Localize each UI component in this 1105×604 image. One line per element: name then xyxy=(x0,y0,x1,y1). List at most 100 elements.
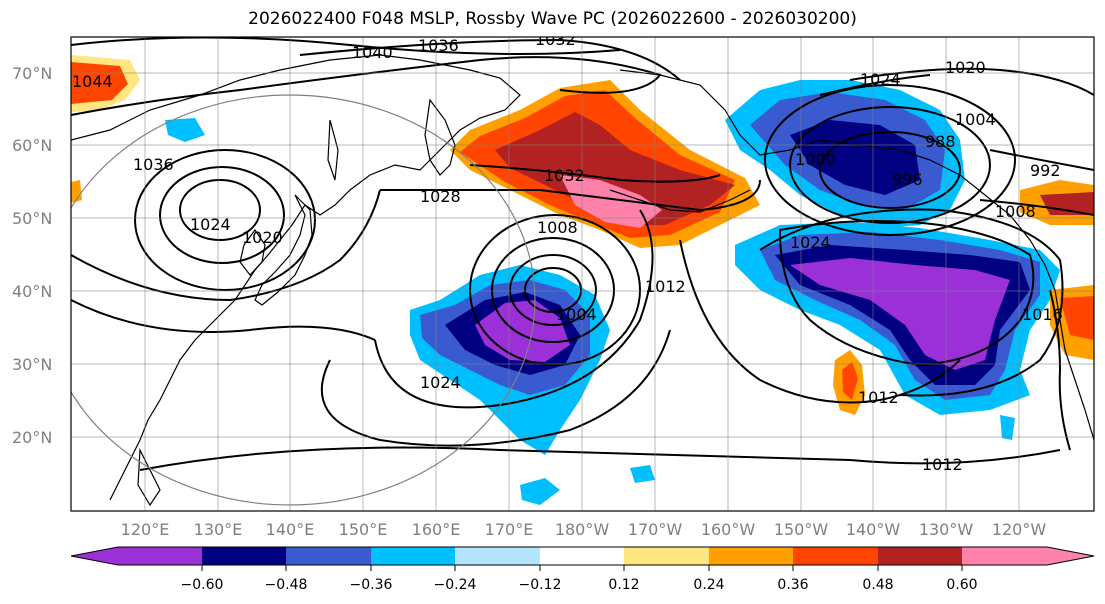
colorbar-outline xyxy=(70,546,1095,566)
lat-label: 70°N xyxy=(12,64,52,83)
contour-label: 1044 xyxy=(72,72,113,91)
isobar-alaska-low-1 xyxy=(818,131,962,209)
lat-label: 20°N xyxy=(12,428,52,447)
lat-label: 30°N xyxy=(12,355,52,374)
lat-label: 60°N xyxy=(12,136,52,155)
isobar-1024-west xyxy=(320,329,671,447)
colorbar-tick-label: −0.48 xyxy=(265,577,308,593)
contour-label: 1036 xyxy=(418,36,459,55)
contour-label: 1000 xyxy=(795,150,836,169)
chart-title: 2026022400 F048 MSLP, Rossby Wave PC (20… xyxy=(248,9,857,29)
colorbar-tick-label: −0.24 xyxy=(434,577,477,593)
contour-label: 1028 xyxy=(420,187,461,206)
anomaly-fill-layer xyxy=(71,55,1094,505)
isobar-1012-west xyxy=(374,209,654,409)
lon-label: 140°E xyxy=(266,520,315,539)
contour-label: 1024 xyxy=(790,233,831,252)
anomaly-region-bering-core xyxy=(560,175,662,228)
contour-label-layer: 1044 1040 1036 1032 1020 1024 1004 988 1… xyxy=(72,30,1063,474)
colorbar-tick-label: −0.12 xyxy=(519,577,562,593)
colorbar-swatches xyxy=(118,547,1047,565)
lon-label: 180°W xyxy=(555,520,610,539)
isobar-low-ring-1 xyxy=(523,267,583,313)
lon-label: 130°E xyxy=(194,520,243,539)
colorbar-swatch xyxy=(709,547,793,565)
contour-label: 1032 xyxy=(535,30,576,49)
isobar-1012-far-east xyxy=(1049,289,1071,451)
coastline-layer xyxy=(71,54,1094,507)
coastline-kamchatka xyxy=(424,98,456,176)
colorbar-swatch xyxy=(962,547,1047,565)
longitude-labels: 120°E 130°E 140°E 150°E 160°E 170°E 180°… xyxy=(121,520,1047,539)
colorbar-tick-label: 0.48 xyxy=(862,577,893,593)
anomaly-region-alaska-dark xyxy=(790,120,920,195)
isobar-1012-east xyxy=(679,239,961,404)
anomaly-patch-5 xyxy=(71,180,82,203)
anomaly-region-baja-core xyxy=(1060,296,1094,340)
colorbar-tick-label: −0.36 xyxy=(350,577,393,593)
contour-label: 1024 xyxy=(190,215,231,234)
gridlines xyxy=(71,37,1094,511)
anomaly-region-bering-dark xyxy=(495,112,735,225)
coastline-asia xyxy=(71,54,521,501)
colorbar-tick-label: −0.60 xyxy=(181,577,224,593)
isobar-1012-south xyxy=(139,446,1061,471)
lon-label: 120°W xyxy=(992,520,1047,539)
lon-label: 140°W xyxy=(846,520,901,539)
colorbar-extend-left xyxy=(71,547,118,565)
coastline-sakhalin xyxy=(327,119,339,181)
anomaly-patch-2 xyxy=(520,478,560,505)
contour-label: 1036 xyxy=(133,155,174,174)
lon-label: 130°W xyxy=(919,520,974,539)
lon-label: 160°E xyxy=(412,520,461,539)
lon-label: 170°E xyxy=(485,520,534,539)
lon-label: 150°E xyxy=(339,520,388,539)
colorbar-tick-label: 0.36 xyxy=(777,577,808,593)
colorbar-swatch xyxy=(202,547,286,565)
lon-label: 150°W xyxy=(774,520,829,539)
isobar-1020-west xyxy=(71,189,381,302)
isobar-siberia-high-3 xyxy=(133,149,317,291)
lon-label: 160°W xyxy=(701,520,756,539)
coastline-korea xyxy=(239,228,266,276)
colorbar-swatch xyxy=(118,547,202,565)
colorbar-tick-label: 0.24 xyxy=(693,577,724,593)
contour-label: 1016 xyxy=(1022,305,1063,324)
isobar-1036 xyxy=(71,56,662,116)
isobar-1016-west xyxy=(71,299,376,341)
colorbar-swatch xyxy=(878,547,962,565)
isobar-alaska-low-3 xyxy=(763,84,1017,236)
contour-label: 1004 xyxy=(556,305,597,324)
contour-label: 1008 xyxy=(995,202,1036,221)
isobar-alaska-low-2 xyxy=(788,106,992,224)
colorbar-extend-right xyxy=(1047,547,1094,565)
contour-label: 1024 xyxy=(420,373,461,392)
colorbar-ticks: −0.60 −0.48 −0.36 −0.24 −0.12 0.12 0.24 … xyxy=(181,577,978,593)
colorbar-swatch xyxy=(455,547,540,565)
colorbar-swatch xyxy=(624,547,709,565)
coastline-alaska xyxy=(619,69,1094,441)
colorbar-swatch xyxy=(286,547,371,565)
anomaly-patch-4 xyxy=(1000,415,1015,440)
isobar-1040 xyxy=(71,37,621,55)
contour-label: 1012 xyxy=(858,388,899,407)
coastline-aleutians xyxy=(609,189,751,213)
contour-label: 1004 xyxy=(955,110,996,129)
isobar-1008-ne xyxy=(979,199,1094,216)
contour-label: 1020 xyxy=(945,58,986,77)
isobar-low-ring-3 xyxy=(490,237,616,343)
contour-label: 1032 xyxy=(544,166,585,185)
isobar-1032-bering xyxy=(469,164,721,183)
lon-label: 120°E xyxy=(121,520,170,539)
contour-label: 1040 xyxy=(352,43,393,62)
contour-label: 996 xyxy=(892,170,923,189)
colorbar-swatch xyxy=(540,547,624,565)
contour-label: 1020 xyxy=(242,228,283,247)
colorbar: −0.60 −0.48 −0.36 −0.24 −0.12 0.12 0.24 … xyxy=(70,546,1095,593)
lat-label: 50°N xyxy=(12,209,52,228)
isobar-1028 xyxy=(379,179,761,212)
lon-label: 170°W xyxy=(628,520,683,539)
colorbar-tick-marks xyxy=(201,565,963,571)
isobar-layer xyxy=(71,37,1094,471)
